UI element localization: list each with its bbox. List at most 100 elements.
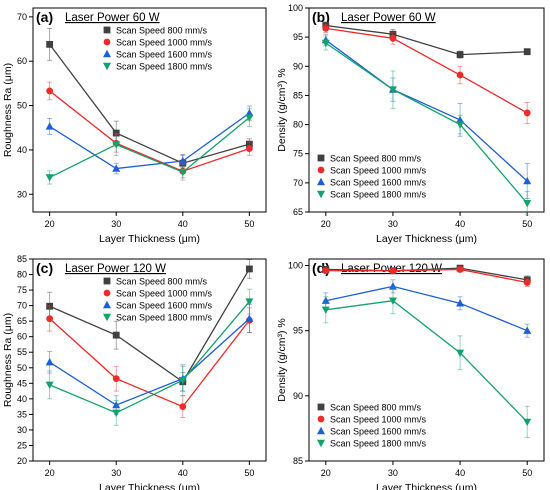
x-tick-label: 20 <box>321 468 331 478</box>
series-1 <box>322 21 531 59</box>
series-line <box>325 27 528 114</box>
y-tick-label: 90 <box>293 391 303 401</box>
legend-marker <box>317 177 325 186</box>
y-tick-label: 75 <box>293 149 303 159</box>
data-point <box>45 357 54 366</box>
chart-panel-d: (d) Laser Power 120 W20 30 40 50859095100Lay… <box>276 258 545 490</box>
data-point <box>46 40 54 48</box>
legend-marker <box>317 439 325 448</box>
data-point <box>245 265 253 273</box>
x-axis-label: Layer Thickness (μm) <box>99 233 200 245</box>
legend-marker <box>103 313 111 322</box>
chart-panel-b: (b) Laser Power 60 W 20 30 40 50 65 70 75 80 85 90 9… <box>276 3 545 245</box>
x-tick-label: 40 <box>178 219 188 229</box>
series-line <box>325 42 528 204</box>
data-point <box>523 418 532 427</box>
x-tick-label: 20 <box>45 468 55 478</box>
legend-label: Scan Speed 1800 mm/s <box>330 438 427 448</box>
y-tick-label: 95 <box>293 32 303 42</box>
data-point <box>389 34 397 42</box>
data-point <box>523 48 531 56</box>
y-tick-label: 35 <box>17 409 27 419</box>
y-axis-label: Density (g/cm³) % <box>276 318 288 401</box>
series-4 <box>321 287 532 438</box>
x-axis-label: Layer Thickness (μm) <box>376 482 477 490</box>
data-point <box>46 87 54 95</box>
data-point <box>178 156 187 165</box>
data-point <box>456 71 464 79</box>
data-point <box>456 121 465 129</box>
x-axis-label: Layer Thickness (μm) <box>376 233 477 245</box>
panel-title: Laser Power 60 W <box>341 12 436 24</box>
x-tick-label: 30 <box>111 219 121 229</box>
legend-label: Scan Speed 1800 mm/s <box>116 312 213 322</box>
data-point <box>112 409 121 418</box>
x-tick-label: 40 <box>178 468 188 478</box>
data-point <box>321 306 330 315</box>
legend-marker <box>317 426 325 435</box>
series-line <box>49 43 250 164</box>
series-2 <box>322 266 531 287</box>
y-tick-label: 75 <box>17 285 27 295</box>
data-point <box>456 266 464 273</box>
series-line <box>325 39 528 182</box>
y-tick-label: 55 <box>17 347 27 357</box>
y-tick-label: 65 <box>293 207 303 217</box>
data-point <box>245 314 254 322</box>
legend-marker <box>317 190 325 199</box>
chart-panel-a: (a) Laser Power 60 W 20 30 40 50 30 40 50 60 70 Lay… <box>2 7 267 245</box>
y-tick-label: 65 <box>17 316 27 326</box>
series-4 <box>321 35 532 216</box>
data-point <box>322 25 330 32</box>
y-tick-label: 30 <box>17 189 27 199</box>
data-point <box>389 267 397 275</box>
plot-frame <box>308 7 545 213</box>
series-4 <box>45 288 254 426</box>
series-4 <box>45 108 254 185</box>
y-axis-label: Roughness Ra (μm) <box>2 313 14 407</box>
data-point <box>456 349 465 358</box>
legend-label: Scan Speed 1600 mm/s <box>116 49 213 59</box>
data-point <box>321 39 330 48</box>
series-2 <box>322 23 531 124</box>
y-tick-label: 25 <box>17 440 27 450</box>
x-tick-label: 40 <box>455 219 465 229</box>
series-line <box>49 318 250 408</box>
legend-label: Scan Speed 1600 mm/s <box>330 426 427 436</box>
y-tick-label: 20 <box>17 456 27 466</box>
series-line <box>325 24 528 56</box>
series-line <box>325 267 528 281</box>
legend-label: Scan Speed 800 mm/s <box>330 402 422 412</box>
data-point <box>245 114 254 122</box>
y-tick-label: 90 <box>293 61 303 71</box>
legend-label: Scan Speed 1800 mm/s <box>330 189 427 199</box>
legend-label: Scan Speed 1600 mm/s <box>330 177 427 187</box>
legend-label: Scan Speed 800 mm/s <box>330 153 422 163</box>
series-line <box>49 301 250 414</box>
y-tick-label: 80 <box>17 270 27 280</box>
series-2 <box>46 305 253 418</box>
legend-marker <box>317 154 325 162</box>
y-tick-label: 85 <box>293 456 303 466</box>
y-tick-label: 50 <box>17 363 27 373</box>
data-point <box>523 109 531 117</box>
y-tick-label: 40 <box>17 394 27 404</box>
legend-marker <box>103 49 111 58</box>
data-point <box>179 403 187 411</box>
data-point <box>45 381 54 390</box>
series-line <box>49 117 250 178</box>
y-axis-label: Density (g/cm³) % <box>276 68 288 151</box>
data-point <box>45 174 54 182</box>
x-tick-label: 30 <box>111 468 121 478</box>
y-tick-label: 30 <box>17 425 27 435</box>
plot-frame <box>32 7 267 213</box>
data-point <box>112 164 121 172</box>
series-line <box>49 90 250 172</box>
y-axis-label: Roughness Ra (μm) <box>2 63 14 157</box>
legend-marker <box>317 166 325 174</box>
x-tick-label: 30 <box>388 219 398 229</box>
series-line <box>49 268 250 383</box>
y-tick-label: 100 <box>288 3 303 13</box>
data-point <box>456 299 465 307</box>
